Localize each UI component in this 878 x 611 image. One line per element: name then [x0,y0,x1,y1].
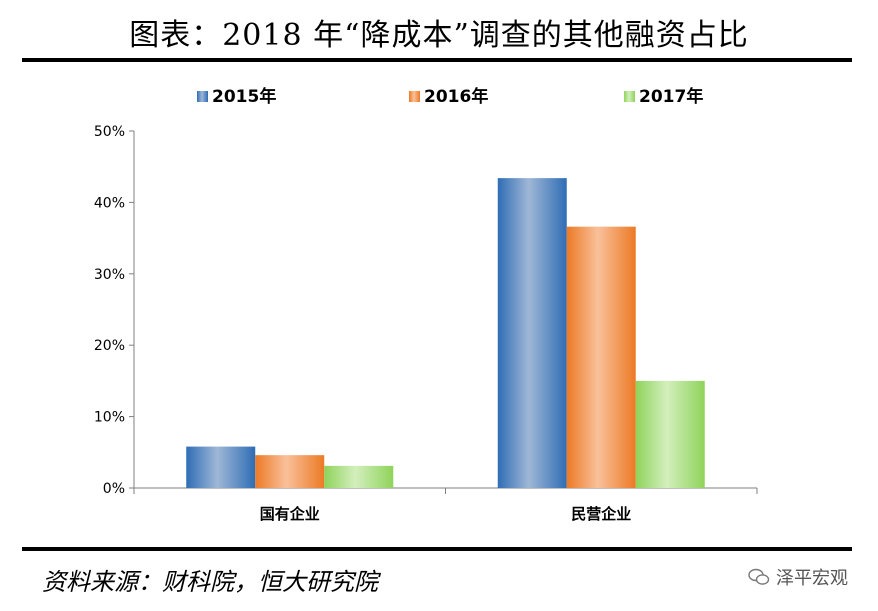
bar-chart: 2015年 2016年 2017年 0% 10% 20% 30% 40% 50% 国有企业 民营… [94,86,758,523]
bottom-divider [22,547,852,551]
legend-label: 2016年 [424,86,488,107]
bar [497,178,567,488]
wechat-icon [748,568,770,585]
bar [255,455,325,488]
y-tick-label: 40% [94,195,125,211]
category-label: 国有企业 [260,505,320,523]
y-tick-label: 0% [103,481,125,497]
top-divider [22,58,852,62]
legend-swatch [197,91,208,102]
x-axis: 国有企业 民营企业 [133,487,758,523]
source-note: 资料来源：财科院，恒大研究院 [42,568,378,596]
bar [635,380,705,488]
legend-swatch [624,91,635,102]
legend-swatch [409,91,420,102]
category-label: 民营企业 [571,505,631,523]
watermark-label: 泽平宏观 [776,568,848,589]
legend-label: 2015年 [212,86,276,107]
legend-label: 2017年 [639,86,703,107]
bar [186,446,256,488]
y-tick-label: 10% [94,410,125,426]
chart-title: 图表：2018 年“降成本”调查的其他融资占比 [129,18,749,53]
y-axis: 0% 10% 20% 30% 40% 50% [94,124,135,497]
y-tick-label: 20% [94,338,125,354]
legend: 2015年 2016年 2017年 [197,86,703,107]
bar [324,465,394,488]
y-tick-label: 50% [94,124,125,140]
y-tick-label: 30% [94,267,125,283]
bars [186,178,705,488]
watermark: 泽平宏观 [748,564,848,590]
bar [566,226,636,488]
